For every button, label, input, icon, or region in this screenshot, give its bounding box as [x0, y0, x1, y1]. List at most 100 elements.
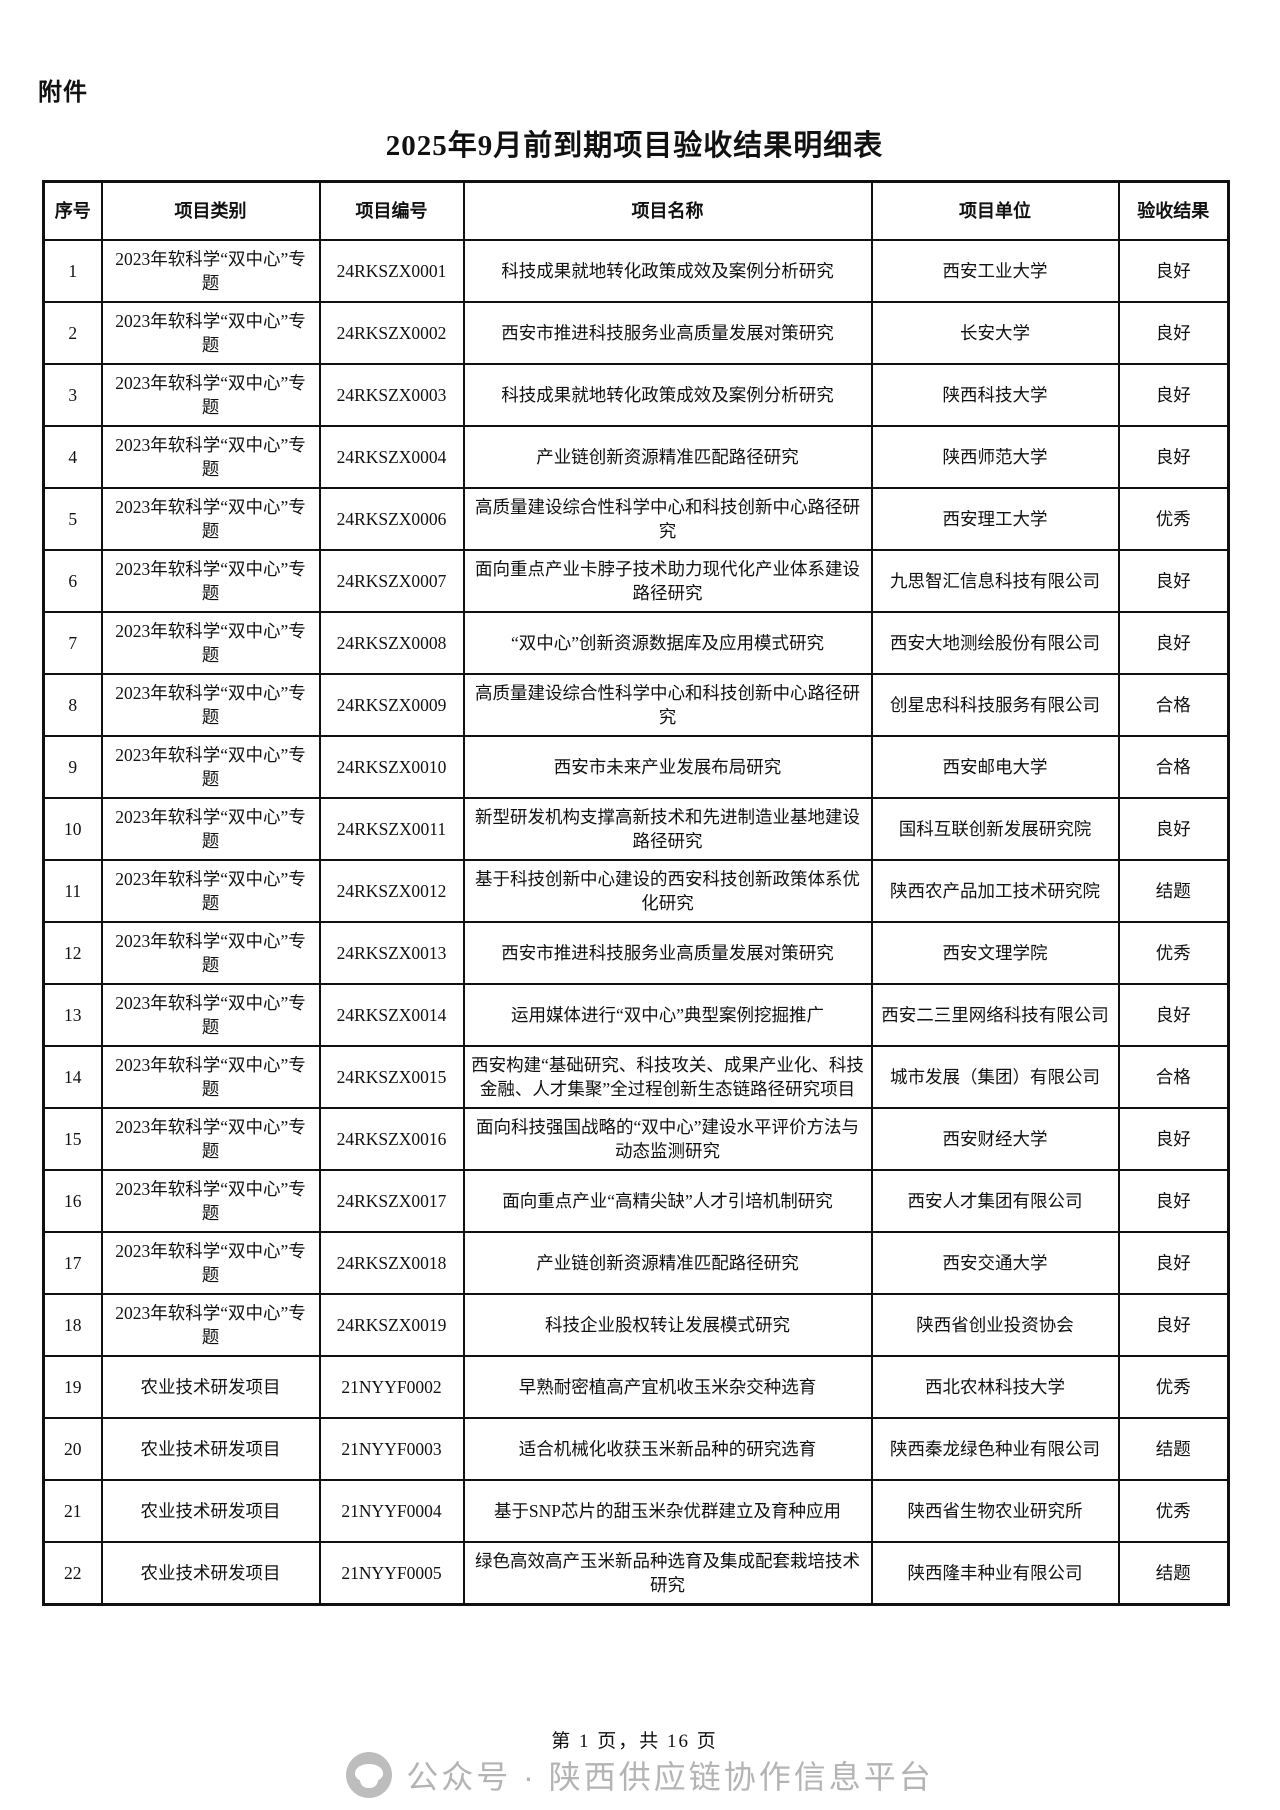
- table-row: 16 2023年软科学“双中心”专题 24RKSZX0017 面向重点产业“高精尖缺”…: [42, 1169, 1230, 1233]
- cell-unit: 西安人才集团有限公司: [870, 1169, 1120, 1233]
- cell-category: 2023年软科学“双中心”专题: [100, 301, 321, 365]
- page-number-info: 第 1 页，共 16 页: [551, 1731, 718, 1752]
- cell-code: 24RKSZX0019: [318, 1293, 465, 1357]
- cell-seq: 8: [42, 673, 103, 737]
- cell-name: 绿色高效高产玉米新品种选育及集成配套栽培技术研究: [462, 1541, 873, 1605]
- cell-unit: 陕西隆丰种业有限公司: [870, 1541, 1120, 1605]
- cell-unit: 西安文理学院: [870, 921, 1120, 985]
- table-row: 20 农业技术研发项目 21NYYF0003 适合机械化收获玉米新品种的研究选育 陕西秦…: [42, 1417, 1230, 1481]
- cell-seq: 13: [42, 983, 103, 1047]
- cell-result: 优秀: [1117, 1355, 1230, 1419]
- cell-category: 2023年软科学“双中心”专题: [100, 1293, 321, 1357]
- cell-seq: 18: [42, 1293, 103, 1357]
- cell-seq: 6: [42, 549, 103, 613]
- cell-seq: 21: [42, 1479, 103, 1543]
- cell-unit: 国科互联创新发展研究院: [870, 797, 1120, 861]
- cell-name: 高质量建设综合性科学中心和科技创新中心路径研究: [462, 673, 873, 737]
- cell-result: 合格: [1117, 673, 1230, 737]
- column-header-code: 项目编号: [318, 180, 465, 241]
- table-row: 6 2023年软科学“双中心”专题 24RKSZX0007 面向重点产业卡脖子技术助力…: [42, 549, 1230, 613]
- cell-name: 适合机械化收获玉米新品种的研究选育: [462, 1417, 873, 1481]
- table-row: 17 2023年软科学“双中心”专题 24RKSZX0018 产业链创新资源精准匹配路…: [42, 1231, 1230, 1295]
- cell-seq: 7: [42, 611, 103, 675]
- cell-category: 农业技术研发项目: [100, 1541, 321, 1605]
- table-row: 10 2023年软科学“双中心”专题 24RKSZX0011 新型研发机构支撑高新技术…: [42, 797, 1230, 861]
- table-row: 4 2023年软科学“双中心”专题 24RKSZX0004 产业链创新资源精准匹配路径…: [42, 425, 1230, 489]
- table-row: 18 2023年软科学“双中心”专题 24RKSZX0019 科技企业股权转让发展模式…: [42, 1293, 1230, 1357]
- cell-category: 2023年软科学“双中心”专题: [100, 239, 321, 303]
- column-header-category: 项目类别: [100, 180, 321, 241]
- table-row: 9 2023年软科学“双中心”专题 24RKSZX0010 西安市未来产业发展布局研究…: [42, 735, 1230, 799]
- cell-name: 产业链创新资源精准匹配路径研究: [462, 425, 873, 489]
- cell-name: 西安市推进科技服务业高质量发展对策研究: [462, 301, 873, 365]
- cell-name: 基于科技创新中心建设的西安科技创新政策体系优化研究: [462, 859, 873, 923]
- acceptance-results-table: 序号 项目类别 项目编号 项目名称 项目单位 验收结果 1 2023年软科学“双中心”专题 2…: [42, 180, 1230, 1606]
- watermark-text: 公众号 · 陕西供应链协作信息平台: [406, 1759, 934, 1795]
- cell-category: 2023年软科学“双中心”专题: [100, 611, 321, 675]
- cell-result: 良好: [1117, 239, 1230, 303]
- cell-name: 面向重点产业“高精尖缺”人才引培机制研究: [462, 1169, 873, 1233]
- cell-seq: 5: [42, 487, 103, 551]
- column-header-unit: 项目单位: [870, 180, 1120, 241]
- cell-seq: 4: [42, 425, 103, 489]
- cell-seq: 22: [42, 1541, 103, 1605]
- cell-code: 24RKSZX0010: [318, 735, 465, 799]
- cell-result: 良好: [1117, 1231, 1230, 1295]
- cell-seq: 12: [42, 921, 103, 985]
- cell-unit: 陕西科技大学: [870, 363, 1120, 427]
- cell-code: 24RKSZX0015: [318, 1045, 465, 1109]
- watermark-logo-icon: [346, 1752, 393, 1798]
- table-row: 21 农业技术研发项目 21NYYF0004 基于SNP芯片的甜玉米杂优群建立及育种应…: [42, 1479, 1230, 1543]
- cell-result: 结题: [1117, 1417, 1230, 1481]
- cell-seq: 9: [42, 735, 103, 799]
- cell-result: 良好: [1117, 363, 1230, 427]
- cell-category: 2023年软科学“双中心”专题: [100, 1169, 321, 1233]
- cell-name: 西安市未来产业发展布局研究: [462, 735, 873, 799]
- cell-seq: 3: [42, 363, 103, 427]
- cell-unit: 西安理工大学: [870, 487, 1120, 551]
- cell-seq: 14: [42, 1045, 103, 1109]
- table-row: 12 2023年软科学“双中心”专题 24RKSZX0013 西安市推进科技服务业高质…: [42, 921, 1230, 985]
- cell-seq: 11: [42, 859, 103, 923]
- cell-unit: 西北农林科技大学: [870, 1355, 1120, 1419]
- cell-name: 科技成果就地转化政策成效及案例分析研究: [462, 363, 873, 427]
- table-row: 2 2023年软科学“双中心”专题 24RKSZX0002 西安市推进科技服务业高质量…: [42, 301, 1230, 365]
- cell-result: 优秀: [1117, 1479, 1230, 1543]
- cell-category: 农业技术研发项目: [100, 1479, 321, 1543]
- cell-seq: 10: [42, 797, 103, 861]
- cell-name: “双中心”创新资源数据库及应用模式研究: [462, 611, 873, 675]
- cell-unit: 西安二三里网络科技有限公司: [870, 983, 1120, 1047]
- cell-result: 良好: [1117, 549, 1230, 613]
- table-row: 22 农业技术研发项目 21NYYF0005 绿色高效高产玉米新品种选育及集成配套栽培…: [42, 1541, 1230, 1605]
- cell-unit: 陕西省生物农业研究所: [870, 1479, 1120, 1543]
- cell-unit: 西安工业大学: [870, 239, 1120, 303]
- cell-code: 24RKSZX0008: [318, 611, 465, 675]
- cell-seq: 15: [42, 1107, 103, 1171]
- cell-code: 24RKSZX0002: [318, 301, 465, 365]
- cell-unit: 西安交通大学: [870, 1231, 1120, 1295]
- cell-seq: 1: [42, 239, 103, 303]
- cell-category: 2023年软科学“双中心”专题: [100, 859, 321, 923]
- cell-code: 24RKSZX0016: [318, 1107, 465, 1171]
- cell-result: 良好: [1117, 1169, 1230, 1233]
- cell-code: 21NYYF0005: [318, 1541, 465, 1605]
- cell-result: 良好: [1117, 301, 1230, 365]
- cell-code: 24RKSZX0001: [318, 239, 465, 303]
- cell-code: 21NYYF0002: [318, 1355, 465, 1419]
- cell-code: 24RKSZX0009: [318, 673, 465, 737]
- table-body: 1 2023年软科学“双中心”专题 24RKSZX0001 科技成果就地转化政策成效及…: [42, 239, 1230, 1605]
- table-row: 13 2023年软科学“双中心”专题 24RKSZX0014 运用媒体进行“双中心”典…: [42, 983, 1230, 1047]
- cell-result: 良好: [1117, 797, 1230, 861]
- cell-name: 基于SNP芯片的甜玉米杂优群建立及育种应用: [462, 1479, 873, 1543]
- cell-name: 高质量建设综合性科学中心和科技创新中心路径研究: [462, 487, 873, 551]
- table-row: 14 2023年软科学“双中心”专题 24RKSZX0015 西安构建“基础研究、科技…: [42, 1045, 1230, 1109]
- cell-name: 新型研发机构支撑高新技术和先进制造业基地建设路径研究: [462, 797, 873, 861]
- cell-result: 合格: [1117, 1045, 1230, 1109]
- cell-code: 24RKSZX0006: [318, 487, 465, 551]
- table-row: 7 2023年软科学“双中心”专题 24RKSZX0008 “双中心”创新资源数据库及…: [42, 611, 1230, 675]
- cell-seq: 2: [42, 301, 103, 365]
- cell-category: 2023年软科学“双中心”专题: [100, 797, 321, 861]
- cell-name: 科技企业股权转让发展模式研究: [462, 1293, 873, 1357]
- cell-category: 2023年软科学“双中心”专题: [100, 1107, 321, 1171]
- cell-name: 面向科技强国战略的“双中心”建设水平评价方法与动态监测研究: [462, 1107, 873, 1171]
